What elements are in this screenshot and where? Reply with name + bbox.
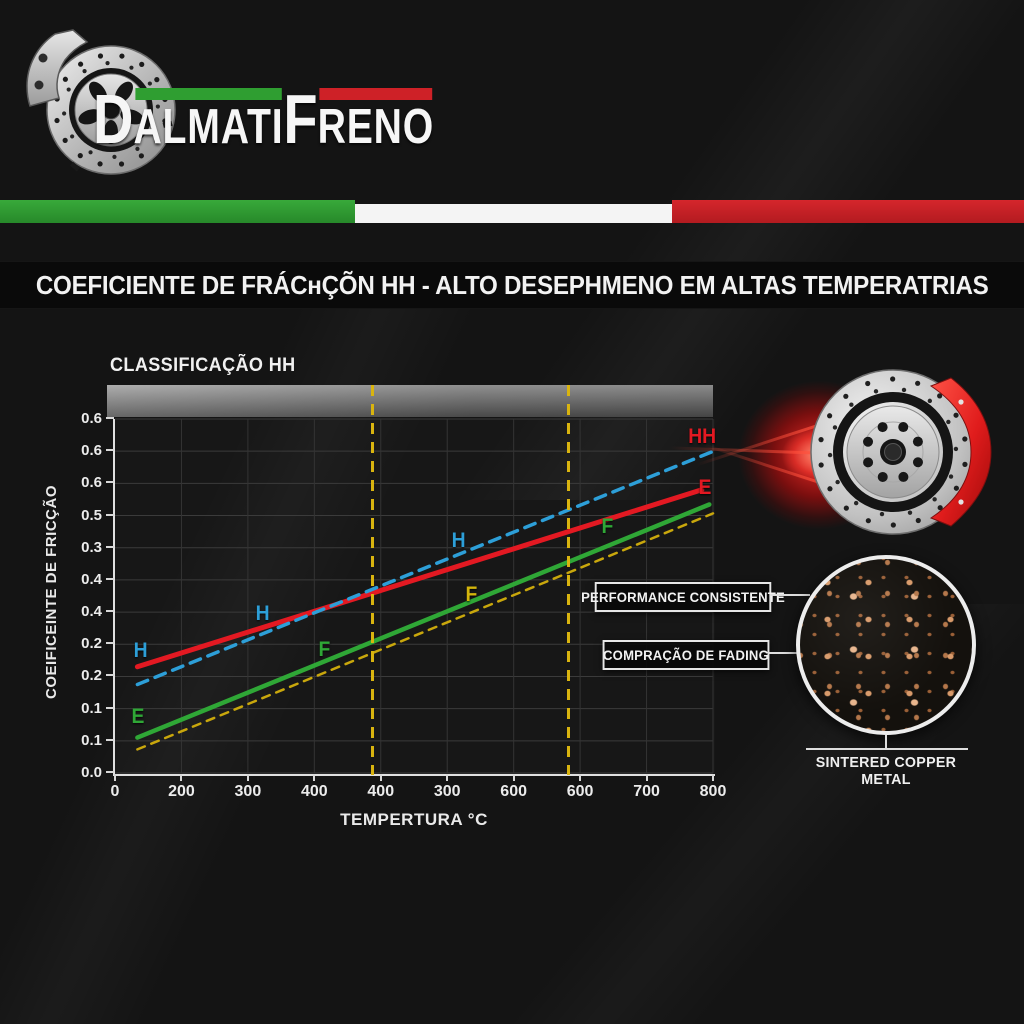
plot-frame bbox=[113, 419, 715, 776]
callout-connector bbox=[770, 594, 810, 596]
callout-compracao-de-fading: COMPRAÇÃO DE FADING bbox=[602, 640, 770, 670]
series-label-h: H bbox=[133, 639, 148, 662]
classification-bar bbox=[107, 385, 713, 417]
x-tick-label: 600 bbox=[548, 774, 612, 801]
italian-stripe-green bbox=[0, 200, 355, 223]
y-tick-label: 0.0 bbox=[28, 764, 114, 781]
y-tick-label: 0.6 bbox=[28, 410, 114, 427]
logo-green-bar bbox=[135, 88, 282, 100]
y-tick-label: 0.2 bbox=[28, 635, 114, 652]
x-tick-label: 0 bbox=[83, 774, 147, 801]
friction-chart bbox=[115, 418, 715, 774]
y-tick-label: 0.1 bbox=[28, 700, 114, 717]
callout-connector bbox=[768, 652, 804, 654]
italian-stripe-red bbox=[672, 200, 1024, 223]
italian-stripe-white bbox=[355, 204, 672, 223]
reference-dashed-line bbox=[566, 385, 570, 775]
x-axis-label: TEMPERTURA °C bbox=[340, 810, 488, 829]
x-tick-label: 600 bbox=[482, 774, 546, 801]
x-tick-label: 700 bbox=[615, 774, 679, 801]
series-label-h: H bbox=[451, 529, 466, 552]
brand-word-reno: RENO bbox=[318, 88, 434, 152]
series-label-hh: HH bbox=[688, 425, 717, 448]
y-tick-label: 0.4 bbox=[28, 571, 114, 588]
title-band: COEFICIENTE DE FRÁCʜÇÕN HH - ALTO DESEPH… bbox=[0, 261, 1024, 309]
caption-stem-line bbox=[885, 735, 887, 748]
y-tick-label: 0.5 bbox=[28, 507, 114, 524]
series-label-e: E bbox=[698, 476, 712, 499]
x-tick-label: 300 bbox=[415, 774, 479, 801]
series-label-f: F bbox=[601, 515, 614, 538]
brake-caliper-red bbox=[929, 377, 992, 527]
brand-wordmark: D ALMATIF RENO bbox=[93, 84, 434, 154]
series-label-f: F bbox=[318, 638, 331, 661]
x-tick-label: 400 bbox=[282, 774, 346, 801]
series-label-f: F bbox=[465, 583, 478, 606]
sintered-copper-texture-image bbox=[796, 555, 976, 735]
y-tick-label: 0.2 bbox=[28, 667, 114, 684]
x-tick-label: 800 bbox=[681, 774, 745, 801]
series-label-h: H bbox=[255, 602, 270, 625]
brake-disc-hero-image bbox=[810, 369, 992, 535]
brand-word-almati: ALMATI bbox=[133, 88, 283, 152]
x-tick-label: 400 bbox=[349, 774, 413, 801]
logo-red-bar bbox=[319, 88, 433, 100]
brand-letter: D bbox=[93, 80, 134, 158]
callout-performance-consistente: PERFORMANCE CONSISTENTE bbox=[581, 582, 785, 612]
brake-disc-logo-icon bbox=[26, 29, 176, 175]
y-tick-label: 0.6 bbox=[28, 474, 114, 491]
material-caption: SINTERED COPPER METAL bbox=[815, 754, 957, 788]
reference-dashed-line bbox=[371, 385, 375, 775]
caption-underline bbox=[806, 748, 968, 750]
y-tick-label: 0.6 bbox=[28, 442, 114, 459]
series-label-e: E bbox=[131, 705, 145, 728]
brand-letter: F bbox=[283, 80, 318, 158]
chart-classification-label: CLASSIFICAÇÃO HH bbox=[110, 355, 296, 376]
page-title: COEFICIENTE DE FRÁCʜÇÕN HH - ALTO DESEPH… bbox=[35, 269, 989, 300]
x-tick-label: 300 bbox=[216, 774, 280, 801]
y-tick-label: 0.3 bbox=[28, 539, 114, 556]
y-tick-label: 0.1 bbox=[28, 732, 114, 749]
y-tick-label: 0.4 bbox=[28, 603, 114, 620]
x-tick-label: 200 bbox=[149, 774, 213, 801]
